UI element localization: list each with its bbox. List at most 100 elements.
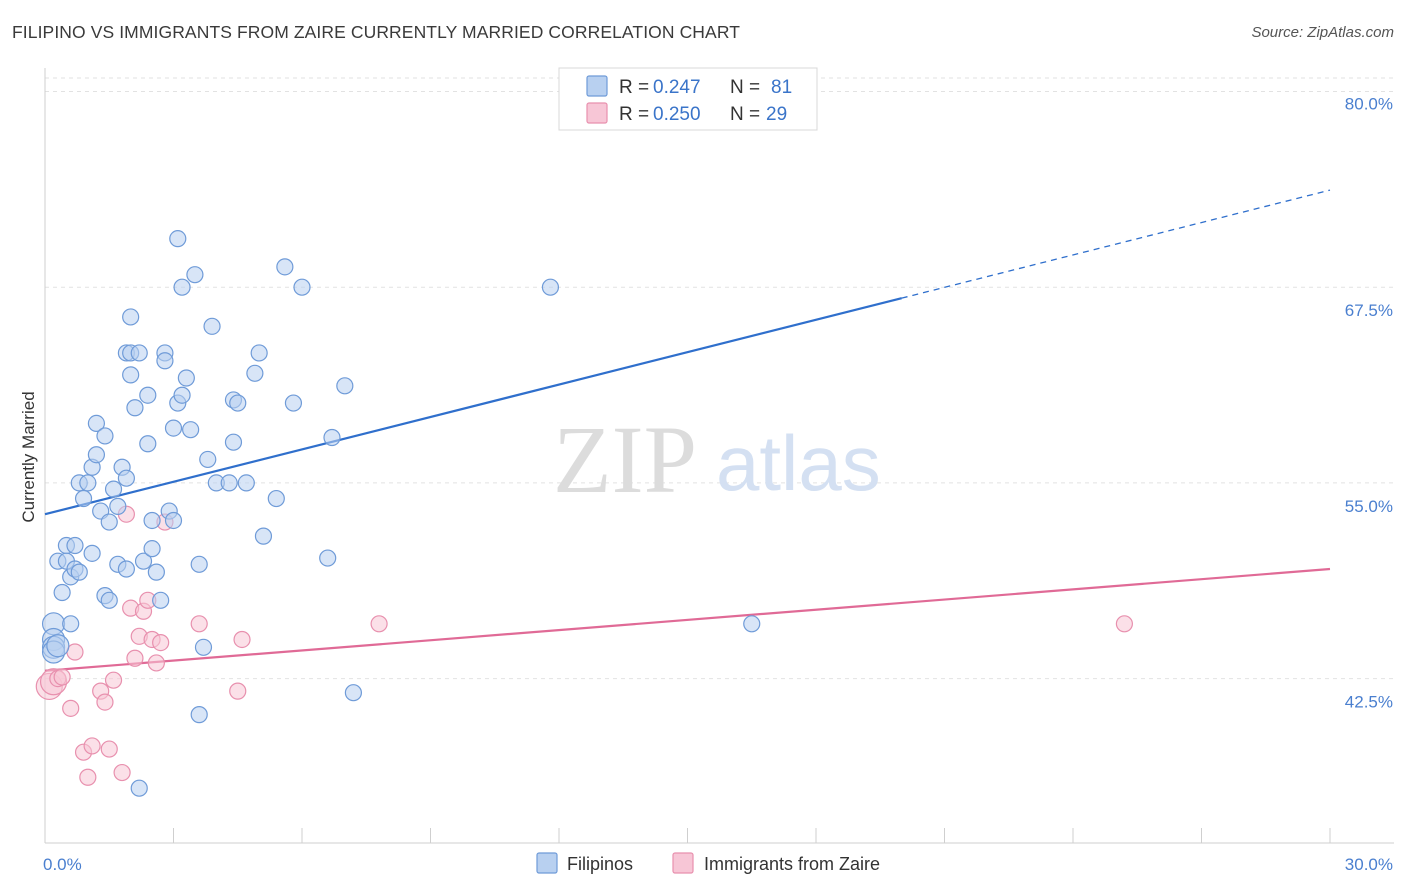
filipinos-point — [100, 513, 118, 531]
watermark: ZIP atlas — [553, 406, 881, 513]
filipinos-point — [109, 497, 127, 515]
filipinos-point — [164, 511, 183, 530]
immigrants-from-zaire-point — [79, 768, 97, 786]
immigrants-from-zaire-point — [147, 654, 165, 672]
immigrants-from-zaire-point — [370, 615, 388, 633]
immigrants-from-zaire-point — [83, 737, 101, 755]
trendline-immigrants-from-zaire — [44, 567, 1331, 672]
filipinos-point — [237, 474, 255, 492]
bottom-legend-swatch-filipinos — [536, 852, 558, 874]
immigrants-from-zaire-point — [96, 693, 114, 711]
filipinos-point — [126, 399, 144, 417]
x-tick-labels: 0.0% 30.0% — [43, 855, 1393, 874]
filipinos-point — [284, 394, 303, 412]
filipinos-point — [156, 352, 174, 370]
immigrants-from-zaire-point — [152, 633, 170, 652]
filipinos-point — [96, 427, 114, 445]
filipinos-point — [53, 583, 71, 602]
immigrants-from-zaire-point — [190, 615, 208, 633]
filipinos-point — [246, 364, 264, 382]
filipinos-point — [66, 536, 84, 555]
immigrants-from-zaire-point — [1115, 615, 1134, 633]
series-filipinos — [41, 230, 761, 797]
immigrants-from-zaire-point — [100, 740, 118, 758]
filipinos-point — [122, 366, 140, 384]
filipinos-point — [152, 591, 170, 609]
y-tick-labels: 42.5% 55.0% 67.5% 80.0% — [1345, 94, 1393, 711]
legend-r-value-zaire: 0.250 — [653, 104, 701, 125]
filipinos-point — [344, 684, 362, 702]
trendlines — [44, 189, 1331, 672]
filipinos-point — [276, 258, 294, 276]
filipinos-point — [254, 527, 273, 545]
filipinos-point — [139, 386, 157, 404]
filipinos-point — [130, 779, 148, 797]
immigrants-from-zaire-point — [126, 649, 144, 667]
filipinos-point — [203, 317, 221, 335]
trendline-filipinos — [44, 297, 902, 516]
filipinos-point — [250, 344, 268, 362]
filipinos-point — [143, 511, 161, 530]
filipinos-point — [173, 386, 191, 404]
filipinos-point — [74, 489, 93, 508]
immigrants-from-zaire-point — [233, 630, 251, 649]
legend-r-value-filipinos: 0.247 — [653, 77, 701, 98]
filipinos-point — [173, 278, 191, 296]
filipinos-point — [323, 428, 341, 447]
filipinos-point — [147, 563, 165, 581]
filipinos-point — [104, 480, 123, 498]
filipinos-point — [164, 419, 183, 437]
filipinos-point — [190, 555, 208, 573]
legend-r-label-zaire: R = — [619, 104, 649, 125]
x-tick-label-1: 30.0% — [1345, 855, 1393, 874]
axes — [44, 68, 1394, 844]
immigrants-from-zaire-point — [113, 763, 131, 782]
filipinos-point — [177, 369, 195, 387]
source-label: Source: ZipAtlas.com — [1251, 24, 1394, 41]
filipinos-point — [87, 414, 106, 433]
bottom-legend-swatch-zaire — [672, 852, 694, 874]
legend-swatch-zaire — [586, 102, 608, 124]
legend-swatch-filipinos — [586, 75, 608, 97]
filipinos-point — [117, 560, 135, 578]
filipinos-point — [62, 615, 80, 633]
y-axis-label: Currently Married — [19, 391, 38, 522]
y-tick-label-0: 42.5% — [1345, 693, 1393, 712]
y-tick-label-3: 80.0% — [1345, 94, 1393, 113]
filipinos-point — [100, 591, 118, 609]
filipinos-point — [70, 563, 88, 581]
filipinos-point — [139, 435, 157, 453]
filipinos-point — [267, 489, 285, 508]
filipinos-point — [182, 421, 200, 439]
filipinos-point — [186, 266, 204, 284]
x-tick-label-0: 0.0% — [43, 855, 82, 874]
series-immigrants-from-zaire — [35, 505, 1134, 786]
filipinos-point — [79, 474, 97, 492]
filipinos-point — [83, 544, 101, 562]
legend-n-label-zaire: N = — [730, 104, 760, 125]
chart-title: FILIPINO VS IMMIGRANTS FROM ZAIRE CURREN… — [12, 22, 741, 42]
filipinos-point — [190, 706, 208, 724]
filipinos-point — [319, 549, 337, 567]
filipinos-point — [541, 278, 560, 296]
filipinos-point — [46, 634, 70, 658]
legend-n-value-filipinos: 81 — [771, 77, 792, 98]
immigrants-from-zaire-point — [53, 668, 71, 686]
filipinos-point — [169, 230, 187, 248]
immigrants-from-zaire-point — [104, 671, 123, 689]
filipinos-point — [143, 540, 161, 558]
legend-n-value-zaire: 29 — [766, 104, 787, 125]
filipinos-point — [122, 308, 140, 326]
immigrants-from-zaire-point — [62, 699, 80, 717]
filipinos-point — [194, 638, 213, 656]
grid-lines — [45, 77, 1394, 680]
immigrants-from-zaire-point — [229, 682, 247, 700]
filipinos-point — [130, 344, 148, 362]
filipinos-point — [199, 450, 217, 469]
y-tick-label-1: 55.0% — [1345, 497, 1393, 516]
filipinos-point — [224, 433, 243, 451]
filipinos-point — [293, 278, 311, 296]
bottom-legend: Filipinos Immigrants from Zaire — [536, 852, 880, 874]
bottom-legend-label-filipinos: Filipinos — [567, 854, 633, 874]
watermark-zip: ZIP — [553, 406, 697, 513]
